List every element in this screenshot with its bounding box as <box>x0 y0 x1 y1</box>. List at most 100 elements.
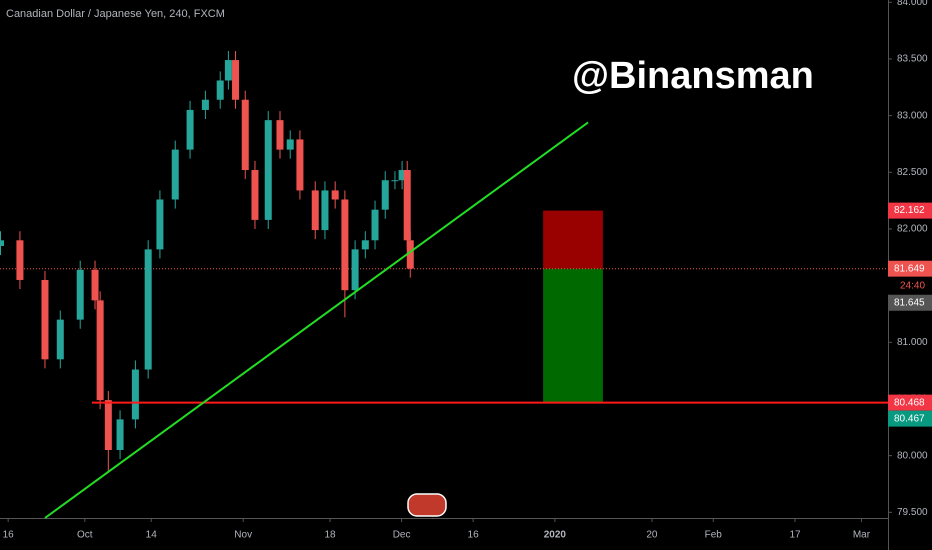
x-tick-label: 16 <box>468 530 480 541</box>
candle-body <box>311 190 319 231</box>
candle <box>224 51 232 90</box>
countdown-label: 24:40 <box>900 280 925 291</box>
stop-zone <box>543 210 603 269</box>
price-badge-label: 80.468 <box>894 397 925 408</box>
candle-body <box>398 170 406 181</box>
candle <box>76 260 84 329</box>
price-badge <box>888 410 932 427</box>
candle-body <box>131 369 139 420</box>
candle-body <box>144 249 152 370</box>
candle <box>104 391 112 473</box>
candle-body <box>0 240 5 246</box>
candle <box>361 231 369 259</box>
y-tick-label: 82.500 <box>897 167 928 178</box>
candle-body <box>116 419 124 450</box>
price-badge-label: 81.645 <box>894 297 925 308</box>
candle <box>296 130 304 200</box>
candle-body <box>156 199 164 250</box>
y-tick-label: 83.000 <box>897 110 928 121</box>
candle-body <box>264 120 272 220</box>
x-tick-label: Dec <box>393 530 411 541</box>
candle-body <box>216 80 224 100</box>
x-tick-label: 2020 <box>544 530 567 541</box>
y-tick-label: 84.000 <box>897 0 928 8</box>
target-zone <box>543 268 603 403</box>
candle <box>331 181 339 209</box>
candle-body <box>232 60 240 100</box>
candle <box>96 291 104 410</box>
candle <box>371 200 379 250</box>
price-badge-label: 80.467 <box>894 413 925 424</box>
price-badge <box>888 260 932 277</box>
candle-body <box>351 249 359 291</box>
price-badge <box>888 202 932 219</box>
candle <box>144 240 152 379</box>
candle-body <box>96 300 104 401</box>
candle-body <box>251 170 259 220</box>
candle-body <box>41 279 49 360</box>
candle <box>321 181 329 240</box>
candle <box>264 111 272 229</box>
watermark: @Binansman <box>572 55 814 97</box>
candle-body <box>371 209 379 241</box>
candle-body <box>76 269 84 320</box>
candle <box>91 260 99 310</box>
candle <box>341 190 349 318</box>
x-tick-label: 16 <box>3 530 15 541</box>
candle <box>0 231 5 256</box>
candle <box>381 171 389 219</box>
candle <box>403 160 411 250</box>
candle <box>41 270 49 369</box>
x-tick-label: Mar <box>853 530 871 541</box>
candle <box>201 90 209 120</box>
candle <box>232 51 240 109</box>
candle <box>171 140 179 209</box>
candle-body <box>104 400 112 450</box>
candle-body <box>91 269 99 301</box>
candle-body <box>16 240 24 280</box>
candle <box>16 231 24 290</box>
candle-body <box>341 199 349 291</box>
candle-body <box>391 180 399 182</box>
candle <box>156 190 164 259</box>
y-tick-label: 80.000 <box>897 450 928 461</box>
candle <box>398 160 406 190</box>
y-tick-label: 81.000 <box>897 337 928 348</box>
candle <box>56 310 64 369</box>
x-tick-label: Oct <box>77 530 93 541</box>
candle-body <box>331 190 339 200</box>
candle-body <box>406 240 414 269</box>
candle <box>251 160 259 229</box>
candle <box>406 231 414 278</box>
candle-body <box>403 170 411 241</box>
candle <box>241 90 249 180</box>
candle <box>131 360 139 429</box>
price-badge <box>888 394 932 411</box>
candle-body <box>224 60 232 81</box>
candle <box>311 181 319 240</box>
y-tick-label: 82.000 <box>897 224 928 235</box>
candle-body <box>186 109 194 150</box>
candle-body <box>276 120 284 150</box>
x-tick-label: 17 <box>789 530 801 541</box>
price-badge-label: 82.162 <box>894 205 925 216</box>
countdown-badge <box>888 276 932 295</box>
candle <box>286 130 294 159</box>
x-tick-label: 14 <box>146 530 158 541</box>
chart-title: Canadian Dollar / Japanese Yen, 240, FXC… <box>6 8 225 20</box>
x-tick-label: 20 <box>646 530 658 541</box>
y-tick-label: 83.500 <box>897 54 928 65</box>
candle <box>216 71 224 109</box>
candle-body <box>361 240 369 250</box>
candle <box>351 240 359 300</box>
x-tick-label: Nov <box>234 530 252 541</box>
candle-body <box>201 99 209 110</box>
x-tick-label: Feb <box>705 530 723 541</box>
trendline <box>44 121 589 519</box>
candle-body <box>241 99 249 171</box>
candle <box>186 100 194 159</box>
candle-body <box>321 190 329 231</box>
candle <box>391 171 399 190</box>
